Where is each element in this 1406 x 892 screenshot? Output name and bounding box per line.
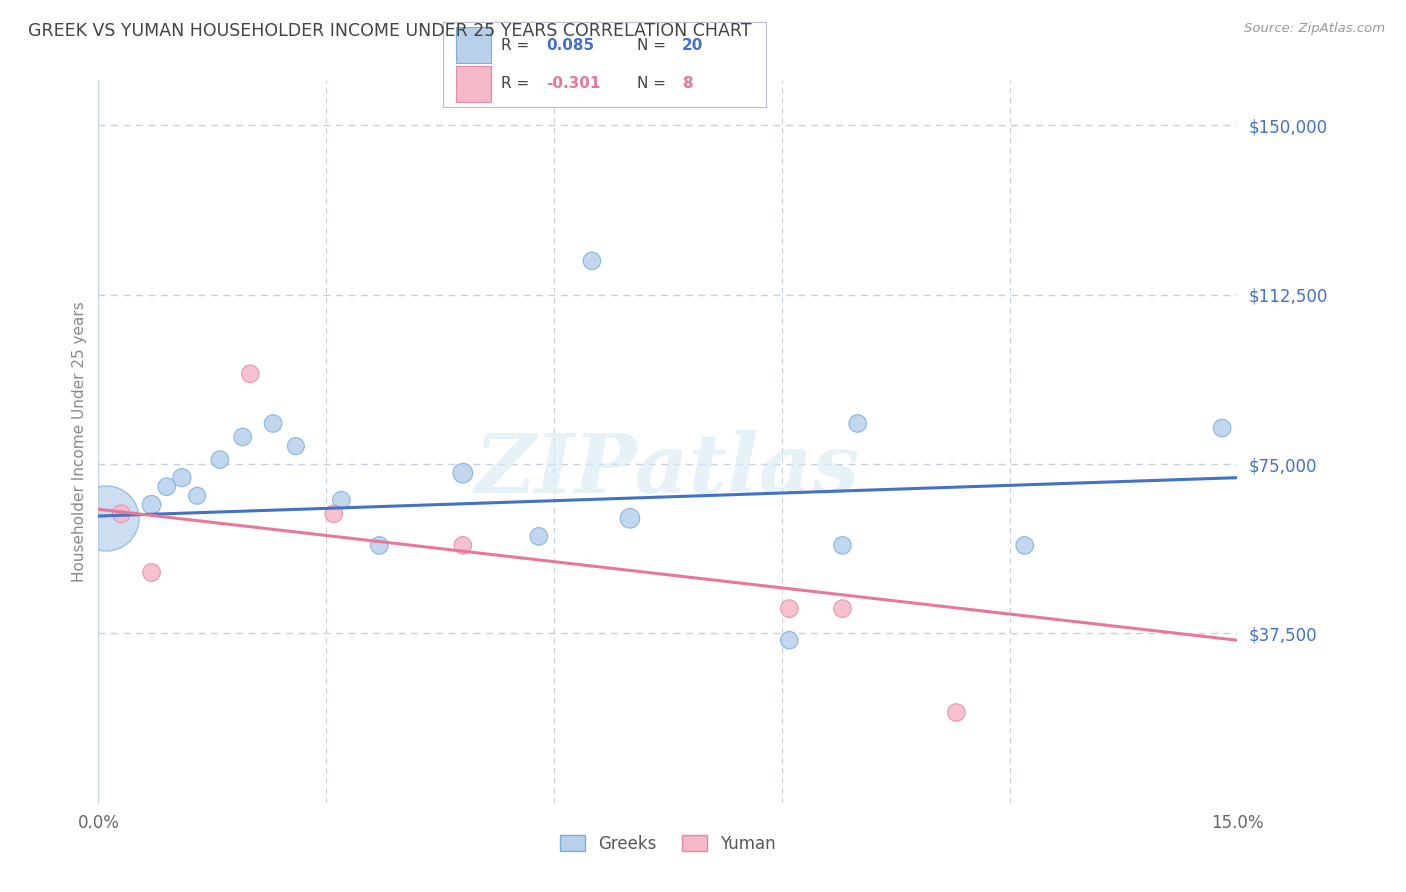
Point xyxy=(322,507,344,521)
Point xyxy=(170,470,193,484)
Bar xyxy=(456,28,492,63)
Point xyxy=(1211,421,1233,435)
Text: ZIPatlas: ZIPatlas xyxy=(475,431,860,510)
Text: R =: R = xyxy=(501,37,534,53)
Point xyxy=(451,466,474,480)
Point xyxy=(527,529,550,543)
Point xyxy=(1014,538,1036,552)
Point xyxy=(778,601,800,615)
Text: GREEK VS YUMAN HOUSEHOLDER INCOME UNDER 25 YEARS CORRELATION CHART: GREEK VS YUMAN HOUSEHOLDER INCOME UNDER … xyxy=(28,22,752,40)
Point xyxy=(232,430,254,444)
Y-axis label: Householder Income Under 25 years: Householder Income Under 25 years xyxy=(72,301,87,582)
Point xyxy=(208,452,231,467)
Point xyxy=(330,493,353,508)
Point xyxy=(831,601,853,615)
Point xyxy=(141,566,163,580)
Text: 8: 8 xyxy=(682,76,693,91)
Point xyxy=(284,439,307,453)
Point xyxy=(156,480,179,494)
Bar xyxy=(456,66,492,102)
Point xyxy=(846,417,869,431)
Legend: Greeks, Yuman: Greeks, Yuman xyxy=(554,828,782,860)
Point xyxy=(619,511,641,525)
Point xyxy=(110,507,132,521)
Point xyxy=(581,253,603,268)
Text: N =: N = xyxy=(637,37,671,53)
Text: 0.085: 0.085 xyxy=(547,37,595,53)
Text: R =: R = xyxy=(501,76,534,91)
Text: N =: N = xyxy=(637,76,671,91)
Point xyxy=(945,706,967,720)
Text: Source: ZipAtlas.com: Source: ZipAtlas.com xyxy=(1244,22,1385,36)
Point xyxy=(262,417,284,431)
Point xyxy=(831,538,853,552)
Point xyxy=(141,498,163,512)
Point xyxy=(186,489,208,503)
Point xyxy=(94,511,117,525)
Text: 20: 20 xyxy=(682,37,703,53)
Point xyxy=(239,367,262,381)
Point xyxy=(451,538,474,552)
Text: -0.301: -0.301 xyxy=(547,76,600,91)
Point xyxy=(778,633,800,648)
Point xyxy=(368,538,391,552)
